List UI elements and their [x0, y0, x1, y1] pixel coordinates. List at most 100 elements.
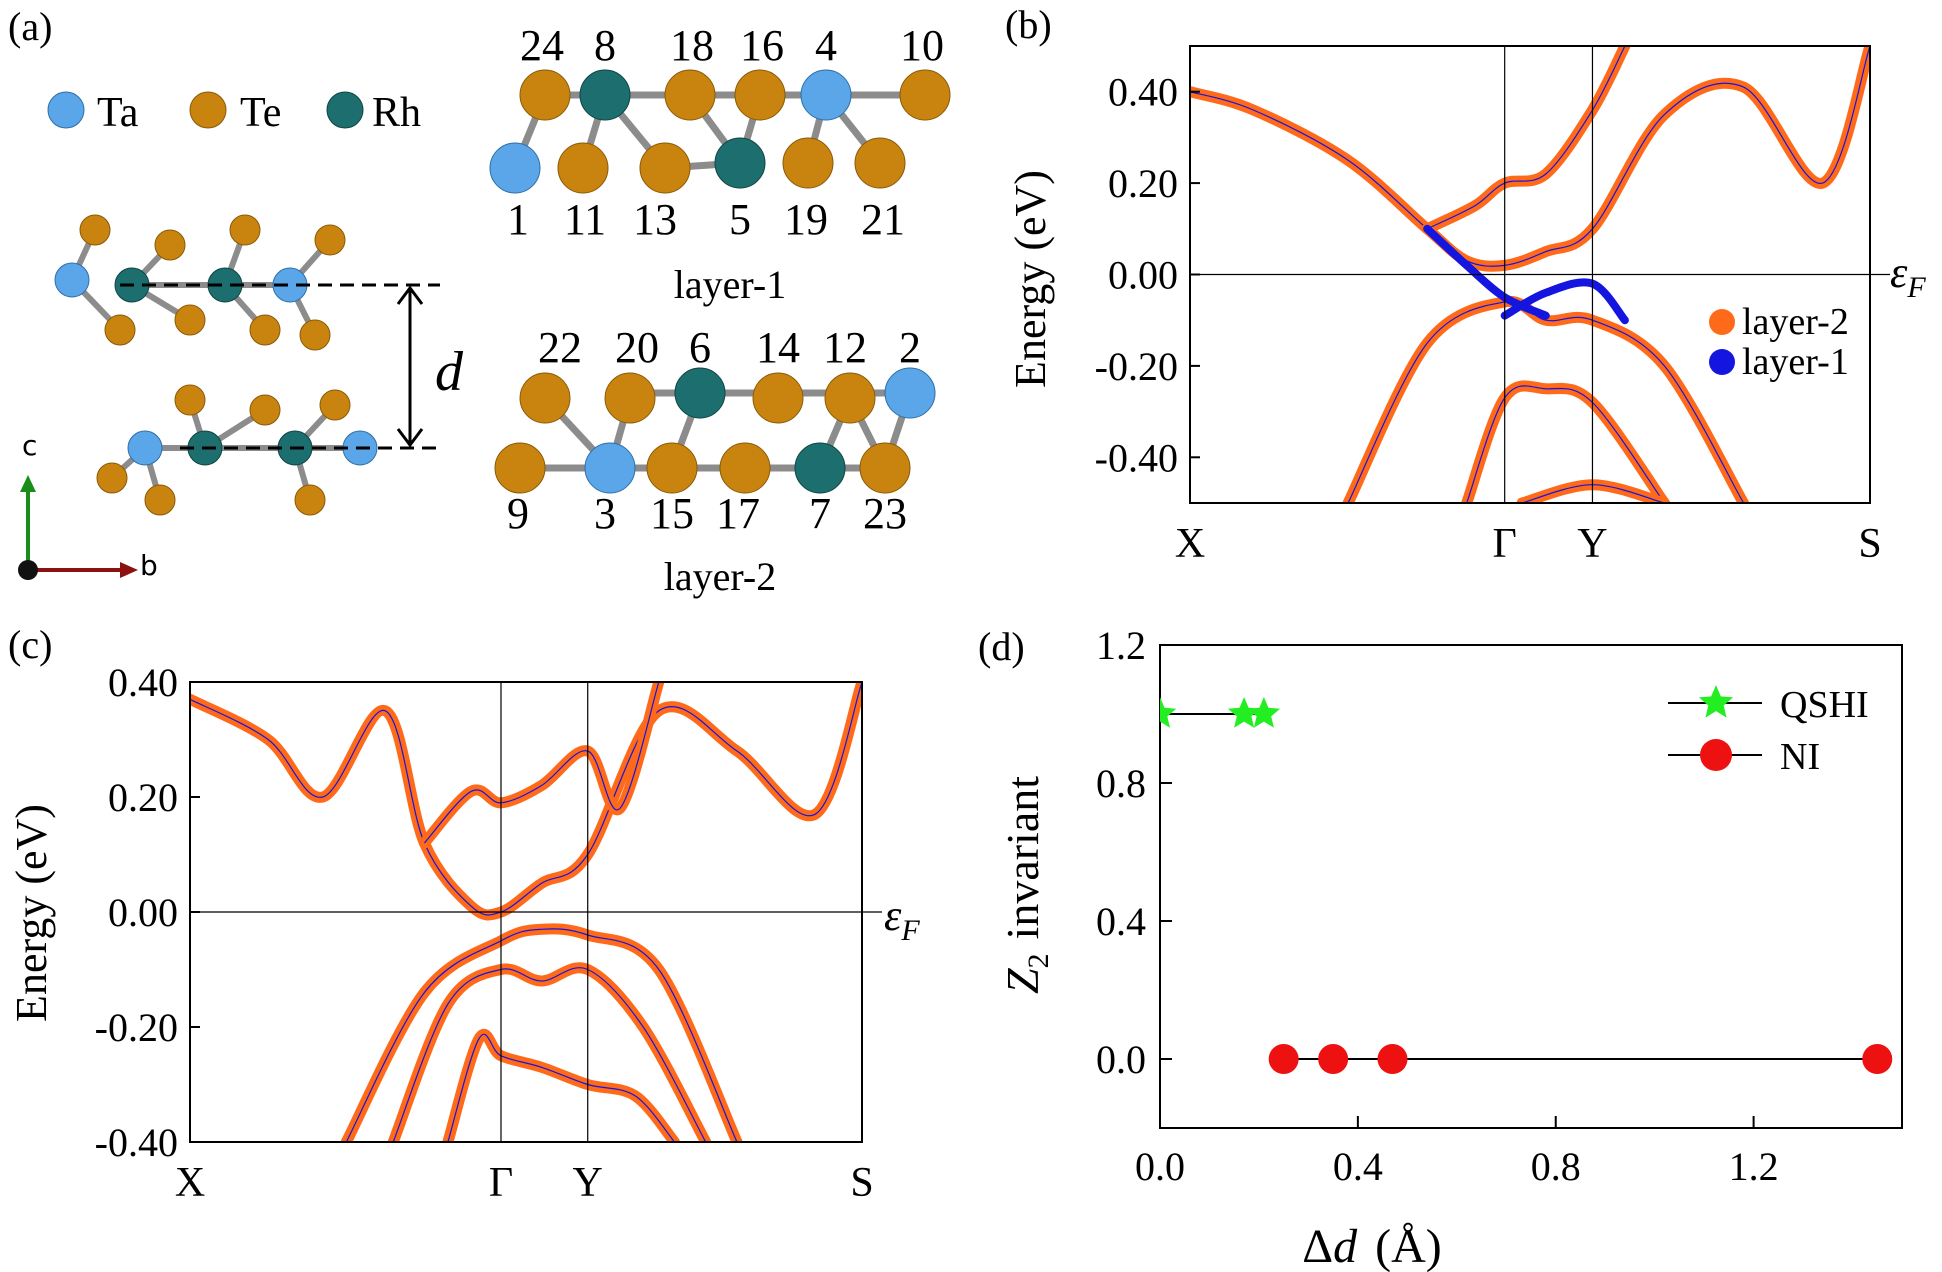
- y-tick-label: 0.20: [1108, 161, 1178, 206]
- band-line-layer-1: [1500, 278, 1629, 325]
- band-plot-c: 0.40 0.20 0.00 -0.20 -0.40X Γ Y S: [95, 660, 882, 1206]
- layer-1-caption: layer-1: [674, 262, 786, 307]
- atom-number: 13: [633, 195, 677, 244]
- x-tick-label: X: [175, 1160, 205, 1206]
- atom-number: 21: [861, 195, 905, 244]
- x-axis-label-unit: (Å): [1375, 1220, 1442, 1272]
- layer-2-caption: layer-2: [664, 554, 776, 599]
- y-tick-label: 0.00: [108, 890, 178, 935]
- legend-ta-label: Ta: [97, 90, 139, 136]
- x-tick-label: Γ: [489, 1160, 513, 1206]
- y-tick-label: 0.20: [108, 775, 178, 820]
- band-line-layer-2: [1342, 295, 1749, 503]
- data-group: [1160, 697, 1893, 1074]
- y-tick-label: 1.2: [1096, 623, 1146, 668]
- atom-number: 23: [863, 489, 907, 538]
- y-axis-label-text: invariant: [997, 776, 1048, 940]
- atom-number: 16: [740, 21, 784, 70]
- y-axis-label: Z2 invariant: [997, 776, 1055, 994]
- panel-c: (c) 0.40 0.20 0.00 -0.20 -0.40X Γ Y S Energy (e…: [7, 622, 920, 1206]
- atom-number: 17: [716, 489, 760, 538]
- band-line-layer-2: [1190, 46, 1870, 272]
- band-line-layer-2: [442, 1028, 680, 1142]
- bands-group: [190, 682, 862, 1142]
- fermi-epsilon: ε: [884, 891, 902, 940]
- atom-number: 20: [615, 323, 659, 372]
- legend-d: QSHI NI: [1668, 684, 1869, 778]
- ni-circle-point: [1268, 1044, 1299, 1074]
- legend-te-label: Te: [240, 90, 281, 136]
- panel-label-a: (a): [8, 4, 52, 49]
- panel-label-b: (b): [1005, 2, 1052, 47]
- side-view-atoms: [54, 214, 378, 516]
- atom-number: 15: [650, 489, 694, 538]
- panel-label-d: (d): [978, 624, 1025, 669]
- qshi-star-point: [1247, 697, 1280, 728]
- x-tick-label: X: [1175, 521, 1205, 567]
- x-axis-label-delta: Δ: [1302, 1220, 1333, 1272]
- panel-b: (b) 0.40 0.20 0.00 -0.20 -0.40 X Γ Y S Energy (e…: [1005, 2, 1926, 567]
- atom-number: 11: [564, 195, 606, 244]
- band-line-layer-1-overlay: [1347, 300, 1745, 503]
- legend-rh-atom: [326, 91, 364, 129]
- interlayer-distance-arrow: [396, 285, 424, 448]
- band-line-layer-1-overlay: [190, 682, 862, 916]
- atom-number: 1: [507, 195, 529, 244]
- legend-marker-qshi: [1698, 685, 1734, 718]
- atom-number: 9: [507, 489, 529, 538]
- band-line-layer-1-overlay: [423, 682, 660, 844]
- atom-number: 14: [756, 323, 800, 372]
- axis-b-label: b: [140, 549, 158, 582]
- legend-marker-layer-1: [1709, 349, 1735, 375]
- y-tick-label: -0.20: [95, 1005, 178, 1050]
- fermi-subscript: F: [1906, 271, 1926, 304]
- x-tick-label: 0.0: [1135, 1144, 1185, 1189]
- legend-b: layer-2 layer-1: [1709, 301, 1849, 383]
- atom-number: 10: [900, 21, 944, 70]
- fermi-level-label: εF: [1890, 248, 1926, 304]
- x-tick-label: S: [850, 1160, 873, 1206]
- y-tick-label: -0.40: [95, 1120, 178, 1165]
- y-tick-label: 0.0: [1096, 1037, 1146, 1082]
- legend-rh-label: Rh: [372, 90, 421, 136]
- atom-number: 19: [784, 195, 828, 244]
- y-axis-label-z: Z: [997, 968, 1048, 994]
- x-tick-label: 0.8: [1531, 1144, 1581, 1189]
- band-line-layer-1-overlay: [447, 1033, 675, 1142]
- y-tick-label: 0.40: [1108, 70, 1178, 115]
- atom-number: 5: [729, 195, 751, 244]
- band-plot-b: 0.40 0.20 0.00 -0.20 -0.40 X Γ Y S: [1095, 45, 1890, 567]
- legend-marker-ni: [1700, 739, 1732, 771]
- y-tick-label: -0.20: [1095, 344, 1178, 389]
- axis-c-label: c: [22, 429, 37, 462]
- ni-circle-point: [1377, 1044, 1408, 1074]
- interlayer-distance-label: d: [435, 341, 464, 403]
- atom-number: 22: [538, 323, 582, 372]
- qshi-star-point: [1227, 697, 1261, 728]
- legend-marker-layer-2: [1709, 309, 1735, 335]
- element-legend: Ta Te Rh: [47, 90, 421, 136]
- y-tick-label: -0.40: [1095, 435, 1178, 480]
- lattice-axes: c b: [18, 429, 158, 582]
- y-axis-label-sub: 2: [1022, 953, 1055, 968]
- qshi-star-point: [1160, 697, 1177, 728]
- y-tick-label: 0.00: [1108, 253, 1178, 298]
- panel-a: (a) Ta Te Rh: [8, 4, 951, 599]
- x-tick-label: Y: [1577, 521, 1607, 567]
- atom-number: 4: [815, 21, 837, 70]
- ni-circle-point: [1318, 1044, 1349, 1074]
- fermi-level-label: εF: [884, 891, 920, 947]
- band-line-layer-1-overlay: [392, 967, 707, 1142]
- atom-number: 2: [899, 323, 921, 372]
- x-axis-label: Δd (Å): [1302, 1220, 1442, 1272]
- band-line-layer-2: [1421, 46, 1631, 235]
- atom-number: 6: [689, 323, 711, 372]
- atom-number: 12: [823, 323, 867, 372]
- legend-label-qshi: QSHI: [1780, 684, 1869, 726]
- fermi-subscript: F: [900, 914, 920, 947]
- y-tick-label: 0.8: [1096, 761, 1146, 806]
- band-line-layer-1: [1423, 224, 1550, 320]
- z2-plot: 1.2 0.8 0.4 0.0 0.0 0.4 0.8 1.2: [1096, 623, 1903, 1189]
- plot-frame: [1159, 644, 1903, 1129]
